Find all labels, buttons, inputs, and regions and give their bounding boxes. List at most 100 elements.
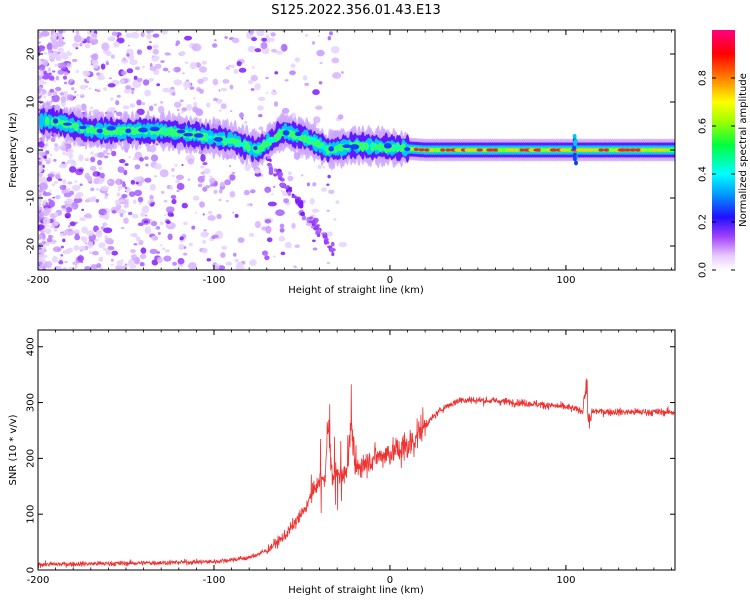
spectrogram-noise-cell: [283, 198, 289, 204]
spectrogram-peak-cell: [445, 148, 451, 152]
spectrogram-noise-cell: [154, 227, 157, 230]
spectrogram-noise-cell: [134, 164, 141, 170]
spectrogram-noise-cell: [229, 174, 236, 181]
spectrogram-noise-cell: [142, 65, 145, 69]
spectrogram-noise-cell: [103, 227, 113, 234]
spectrogram-noise-cell: [107, 83, 116, 88]
spectrogram-noise-cell: [124, 163, 129, 166]
spectrogram-noise-cell: [116, 94, 121, 98]
spectrogram-noise-cell: [38, 205, 43, 212]
spectrogram-peak-cell: [464, 148, 474, 152]
spectrogram-noise-cell: [152, 236, 159, 241]
spectrogram-noise-cell: [74, 90, 77, 94]
spectrogram-noise-cell: [229, 191, 236, 198]
spectrogram-noise-cell: [254, 221, 261, 229]
spectrogram-noise-cell: [287, 191, 292, 196]
spectrogram-noise-cell: [103, 212, 107, 215]
spectrogram-noise-cell: [187, 178, 191, 181]
x-tick-label: -200: [27, 275, 50, 286]
spectrogram-noise-cell: [207, 210, 213, 215]
spectrogram-noise-cell: [313, 227, 320, 231]
spectrogram-noise-cell: [106, 59, 109, 62]
spectrogram-noise-cell: [136, 99, 142, 106]
spectrogram-noise-cell: [84, 43, 91, 49]
spectrogram-noise-cell: [200, 171, 205, 175]
spectrogram-ridge-blob: [572, 156, 577, 162]
spectrogram-noise-cell: [264, 36, 272, 43]
spectrogram-noise-cell: [202, 162, 208, 166]
spectrogram-noise-cell: [322, 165, 325, 169]
spectrogram-noise-cell: [220, 252, 226, 258]
snr-series-line: [38, 378, 675, 568]
spectrogram-ridge-blob: [52, 118, 59, 124]
spectrogram-noise-cell: [201, 247, 208, 254]
spectrogram-noise-cell: [110, 263, 114, 267]
spectrogram-noise-cell: [71, 58, 78, 63]
spectrogram-noise-cell: [60, 245, 64, 249]
spectrogram-noise-cell: [69, 166, 77, 173]
colorbar-tick-label: 0.8: [698, 70, 709, 86]
spectrogram-noise-cell: [78, 154, 84, 162]
spectrogram-noise-cell: [129, 103, 134, 108]
spectrogram-ridge-blob: [404, 147, 411, 152]
spectrogram-noise-cell: [191, 43, 202, 52]
spectrogram-noise-cell: [127, 211, 133, 216]
spectrogram-ridge-blob: [162, 128, 168, 132]
spectrogram-noise-cell: [152, 33, 160, 38]
spectrogram-noise-cell: [148, 144, 157, 153]
spectrogram-peak-cell: [603, 148, 610, 152]
spectrogram-peak-cell: [432, 148, 443, 152]
spectrogram-noise-cell: [180, 110, 184, 114]
spectrogram-noise-cell: [49, 56, 54, 59]
spectrogram-noise-cell: [154, 175, 157, 178]
spectrogram-peak-cell: [593, 148, 599, 152]
spectrogram-noise-cell: [128, 191, 136, 197]
spectrogram-noise-cell: [117, 209, 127, 215]
spectrogram-noise-cell: [183, 252, 188, 256]
spectrogram-noise-cell: [160, 190, 165, 194]
spectrogram-noise-cell: [59, 184, 67, 191]
spectrogram-noise-cell: [209, 177, 216, 184]
spectrogram-noise-cell: [216, 213, 222, 219]
spectrogram-noise-cell: [200, 153, 206, 162]
spectrogram-noise-cell: [50, 100, 53, 103]
spectrogram-noise-cell: [116, 35, 120, 38]
spectrogram-noise-cell: [142, 79, 150, 86]
spectrogram-noise-cell: [102, 247, 107, 251]
spectrogram-noise-cell: [76, 94, 79, 97]
spectrogram-ridge-blob: [572, 152, 577, 158]
spectrogram-ridge-blob: [138, 127, 149, 133]
spectrogram-ridge-blob: [308, 137, 317, 142]
spectrogram-noise-cell: [250, 74, 258, 82]
spectrogram-noise-cell: [197, 108, 202, 114]
spectrogram-peak-cell: [598, 148, 604, 152]
snr-panel: -200 -100 0 100 0 100 200 300 400 Height of stra…: [8, 329, 676, 596]
spectrogram-noise-cell: [168, 224, 172, 227]
spectrogram-noise-cell: [45, 160, 51, 165]
spectrogram-noise-cell: [270, 90, 278, 96]
spectrogram-noise-cell: [151, 55, 160, 62]
spectrogram-noise-cell: [39, 230, 46, 234]
spectrogram-noise-cell: [78, 245, 87, 251]
spectrogram-ridge-blob: [573, 139, 578, 144]
spectrogram-noise-cell: [218, 109, 222, 112]
spectrogram-noise-cell: [312, 182, 317, 187]
spectrogram-noise-cell: [73, 244, 80, 251]
y-tick-label: 10: [26, 96, 37, 109]
spectrogram-noise-cell: [150, 154, 159, 162]
spectrogram-noise-cell: [187, 158, 195, 165]
spectrogram-noise-cell: [332, 72, 342, 79]
spectrogram-noise-cell: [80, 93, 84, 97]
spectrogram-noise-cell: [176, 174, 184, 180]
spectrogram-noise-cell: [52, 240, 56, 243]
spectrogram-noise-cell: [170, 213, 174, 217]
spectrogram-noise-cell: [315, 105, 323, 110]
spectrogram-ridge-blob: [213, 137, 223, 142]
spectrogram-noise-cell: [176, 182, 185, 191]
spectrogram-noise-cell: [132, 199, 137, 204]
spectrogram-noise-cell: [338, 241, 348, 248]
spectrogram-peak-cell: [413, 147, 419, 151]
spectrogram-noise-cell: [121, 194, 128, 199]
spectrogram-noise-cell: [48, 200, 55, 208]
spectrogram-noise-cell: [149, 183, 156, 191]
